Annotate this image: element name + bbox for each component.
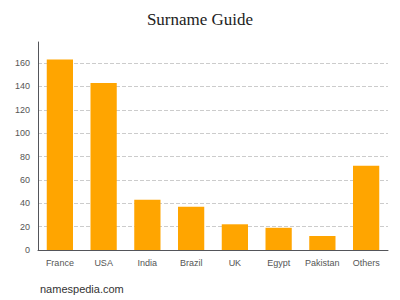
svg-text:UK: UK xyxy=(229,258,242,268)
svg-text:Pakistan: Pakistan xyxy=(305,258,340,268)
svg-text:namespedia.com: namespedia.com xyxy=(40,283,124,295)
svg-text:20: 20 xyxy=(20,222,30,232)
svg-text:80: 80 xyxy=(20,152,30,162)
svg-text:Egypt: Egypt xyxy=(267,258,291,268)
svg-text:Brazil: Brazil xyxy=(180,258,203,268)
svg-text:60: 60 xyxy=(20,175,30,185)
svg-text:100: 100 xyxy=(15,128,30,138)
svg-text:USA: USA xyxy=(94,258,113,268)
svg-text:France: France xyxy=(46,258,74,268)
svg-text:120: 120 xyxy=(15,105,30,115)
svg-text:Others: Others xyxy=(353,258,381,268)
svg-text:0: 0 xyxy=(25,245,30,255)
svg-text:40: 40 xyxy=(20,198,30,208)
svg-text:Surname Guide: Surname Guide xyxy=(147,10,253,29)
svg-text:140: 140 xyxy=(15,81,30,91)
svg-text:160: 160 xyxy=(15,58,30,68)
svg-text:India: India xyxy=(138,258,158,268)
